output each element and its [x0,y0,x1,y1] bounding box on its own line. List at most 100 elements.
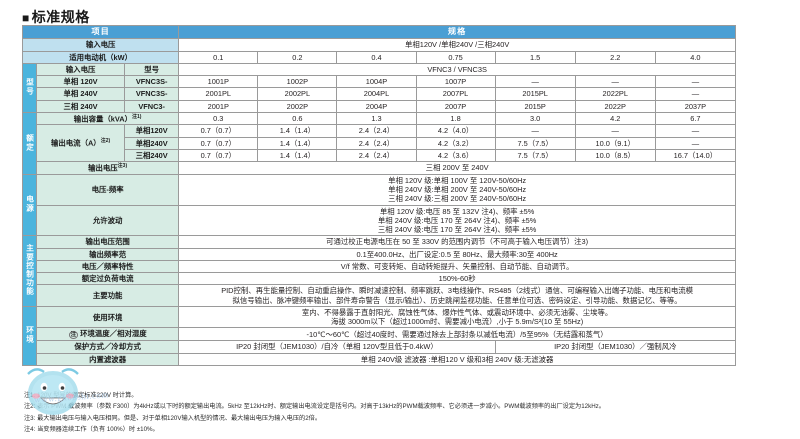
value-output-current: 2.4（2.4） [336,136,417,150]
value-output-current: 1.4（1.4） [257,124,338,138]
label-output-current: 输出电流（A）注2) [36,124,126,163]
row-motor-kw: 适用电动机（kW） 0.1 0.2 0.4 0.75 1.5 2.2 4.0 [21,50,737,64]
value-voltage-frequency-line: 三相 240V 级:三相 200V 至 240V-50/60Hz [388,194,527,204]
label-output-capacity-text: 输出容量（kVA） [73,114,132,124]
label-model-voltage: 单相 120V [36,74,126,89]
value-model: 2001PL [178,87,259,101]
label-output-voltage-note: 注3) [117,163,128,170]
value-model: 2002PL [257,87,338,101]
value-output-current: 0.7（0.7） [178,148,259,163]
label-output-capacity: 输出容量（kVA）注1) [36,111,180,126]
value-model: 2037P [654,99,737,113]
value-output-current: 10.0（9.1） [574,136,656,150]
value-output-capacity: 6.7 [654,111,737,126]
row-output-capacity: 额定 输出容量（kVA）注1) 0.3 0.6 1.3 1.8 3.0 4.2 … [21,111,737,175]
value-model: — [494,74,576,89]
footnotes: 注1: 120V 型号的额定标准220V 时计算。 注2: 表示 PWM 载波频… [24,390,794,436]
row-voltage-frequency: 电源 电压-频率 单相 120V 级:单相 100V 至 120V-50/60H… [21,173,736,237]
value-allowable-fluctuation-line: 三相 240V 级:电压 170 至 264V 注4)、频率 ±5% [377,225,537,235]
label-motor-kw: 适用电动机（kW） [21,50,180,64]
value-motor-kw: 0.75 [415,50,496,64]
label-output-voltage: 输出电压注3) [36,161,180,175]
value-main-function: PID控制、再生能量控制、自动重启操作、瞬时减速控制、频率跳跃、3电线操作、RS… [178,284,736,307]
footnote-1: 注1: 120V 型号的额定标准220V 时计算。 [24,392,138,399]
group-label-control-text: 主要控制功能 [25,244,35,296]
value-model: 2002P [257,99,338,113]
label-temperature-humidity: 注环境温度／相对湿度 [36,327,180,342]
row-main-function: 主要功能 PID控制、再生能量控制、自动重启操作、瞬时减速控制、频率跳跃、3电线… [23,284,736,307]
value-protection-cooling-right: IP20 封闭型（JEM1030）／强制风冷 [494,340,737,354]
value-model: 2001P [178,99,259,113]
value-output-capacity: 1.3 [336,111,417,126]
footnote-3: 注3: 最大输出电压与输入电压相同。但是、对于单相120V输入机型的情况、最大输… [24,414,322,422]
row-model-3p240: 三相 240V VFNC3- 2001P 2002P 2004P 2007P 2… [23,99,737,113]
value-main-function-line: 拟信号输出、脉冲键频率输出、部件寿命警告（显示/输出）、历史跳闸监视功能、任意单… [232,295,682,305]
value-output-current: 0.7（0.7） [178,136,259,150]
row-model-series: 型号 输入电压 型号 VFNC3 / VFNC3S [21,62,736,113]
label-model-input-voltage: 输入电压 [36,62,126,77]
value-output-capacity: 4.2 [574,111,656,126]
label-output-capacity-note: 注1) [131,113,142,120]
value-model: 1007P [415,74,496,89]
label-output-current-text: 输出电流（A） [51,138,101,148]
value-model-series: VFNC3 / VFNC3S [178,62,736,77]
value-model: — [574,74,656,89]
value-allowable-fluctuation: 单相 120V 级:电压 85 至 132V 注4)、频率 ±5% 单相 240… [178,204,736,237]
value-output-current: 2.4（2.4） [336,148,417,163]
row-output-voltage-range: 主要控制功能 输出电压范围 可通过校正电源电压在 50 至 330V 的范围内调… [21,235,736,307]
label-model-voltage: 三相 240V [36,99,126,113]
value-output-voltage: 三相 200V 至 240V [178,161,736,175]
label-model-voltage: 单相 240V [36,87,126,101]
value-output-capacity: 3.0 [494,111,576,126]
value-output-current: 1.4（1.4） [257,148,338,163]
row-builtin-filter: 内置滤波器 单相 240V级 滤波器 :单相120 V 级和3相 240V 级:… [23,352,736,366]
value-model: 1004P [336,74,417,89]
value-usage-environment-line: 海拔 3000m以下（超过1000m时、需要减小电流）,小于 5.9m/S²(1… [331,317,584,327]
value-usage-environment-line: 室内、不得暴露于直射阳光、腐蚀性气体、爆炸性气体、或震动环境中、必须无油雾、尘埃… [301,307,613,317]
label-output-voltage-text: 输出电压 [88,163,118,173]
row-input-voltage: 输入电压 单相120V /单相240V /三相240V [21,38,736,52]
header-spec: 规格 [178,24,736,40]
label-model-code: 型号 [124,62,180,77]
group-label-environment-text: 环境 [25,326,35,344]
value-model: — [654,74,737,89]
value-output-current: 7.5（7.5） [494,136,576,150]
label-builtin-filter: 内置滤波器 [36,352,180,366]
value-output-capacity: 1.8 [415,111,496,126]
row-overload-current: 额定过负荷电流 150%-60秒 [23,272,736,286]
label-output-current-voltage: 三相240V [124,148,180,163]
value-motor-kw: 0.1 [178,50,259,64]
value-overload-current: 150%-60秒 [178,272,736,286]
value-output-current: — [654,124,737,138]
group-label-model: 型号 [21,62,38,113]
value-voltage-frequency-line: 单相 120V 级:单相 100V 至 120V-50/60Hz [388,175,527,185]
label-output-voltage-range: 输出电压范围 [36,235,180,249]
label-output-current-note: 注2) [100,138,111,145]
row-output-current-1p120: 输出电流（A）注2) 单相120V 0.7（0.7） 1.4（1.4） 2.4（… [23,124,737,163]
value-output-current: 16.7（14.0） [654,148,737,163]
group-label-power-text: 电源 [25,195,35,213]
value-model: 1002P [257,74,338,89]
value-output-current: 4.2（3.6） [415,148,496,163]
row-model-1p240: 单相 240V VFNC3S- 2001PL 2002PL 2004PL 200… [23,87,737,101]
group-label-control: 主要控制功能 [21,235,38,307]
group-label-model-text: 型号 [25,78,35,96]
value-output-frequency-range: 0.1至400.0Hz、出厂设定:0.5 至 80Hz、最大频率:30至 400… [178,247,736,261]
value-output-current: 10.0（8.5） [574,148,656,163]
row-output-current-1p240: 单相240V 0.7（0.7） 1.4（1.4） 2.4（2.4） 4.2（3.… [23,136,737,150]
value-output-current: 0.7（0.7） [178,124,259,138]
title-bullet-icon: ■ [22,11,30,25]
group-label-rating: 额定 [21,111,38,175]
label-output-current-voltage: 单相120V [124,124,180,138]
value-model: 2007PL [415,87,496,101]
label-usage-environment: 使用环境 [36,305,180,329]
label-model-prefix: VFNC3- [124,99,180,113]
group-label-environment: 环境 [21,305,38,366]
value-usage-environment: 室内、不得暴露于直射阳光、腐蚀性气体、爆炸性气体、或震动环境中、必须无油雾、尘埃… [178,305,736,329]
value-voltage-frequency: 单相 120V 级:单相 100V 至 120V-50/60Hz 单相 240V… [178,173,736,206]
value-output-current: 1.4（1.4） [257,136,338,150]
label-overload-current: 额定过负荷电流 [36,272,180,286]
label-input-voltage: 输入电压 [21,38,180,52]
value-output-current: 4.2（3.2） [415,136,496,150]
